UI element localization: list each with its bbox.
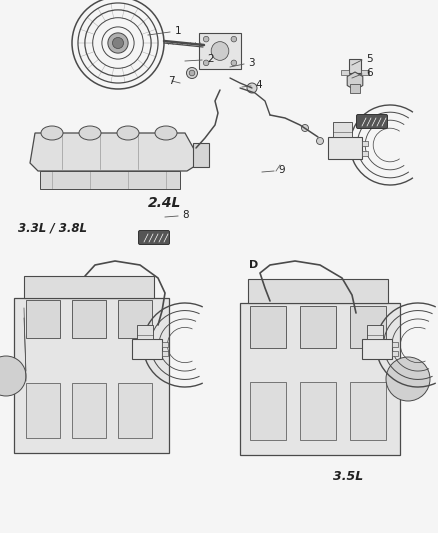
- Bar: [240, 303, 400, 455]
- Text: 3.3L / 3.8L: 3.3L / 3.8L: [18, 222, 87, 235]
- Polygon shape: [347, 72, 363, 90]
- Bar: [362, 150, 368, 156]
- Bar: [26, 383, 60, 438]
- Bar: [392, 342, 398, 347]
- Circle shape: [231, 36, 237, 42]
- Ellipse shape: [211, 42, 229, 60]
- Text: 2: 2: [207, 54, 214, 64]
- Bar: [14, 298, 169, 453]
- FancyBboxPatch shape: [138, 230, 170, 245]
- Ellipse shape: [155, 126, 177, 140]
- Bar: [328, 137, 362, 159]
- Circle shape: [317, 138, 324, 144]
- Text: 3: 3: [248, 58, 254, 68]
- Text: 2.4L: 2.4L: [148, 196, 181, 210]
- Text: 8: 8: [182, 210, 189, 220]
- Bar: [392, 351, 398, 356]
- Circle shape: [108, 33, 128, 53]
- Circle shape: [0, 356, 26, 396]
- Bar: [118, 383, 152, 438]
- Circle shape: [231, 60, 237, 66]
- Text: 3.5L: 3.5L: [333, 470, 363, 482]
- Circle shape: [301, 125, 308, 132]
- Bar: [132, 339, 162, 359]
- Text: D: D: [249, 260, 258, 270]
- Ellipse shape: [41, 126, 63, 140]
- Bar: [300, 306, 336, 348]
- Bar: [362, 141, 368, 146]
- Bar: [137, 325, 153, 339]
- Bar: [350, 306, 386, 348]
- Polygon shape: [30, 133, 195, 171]
- Bar: [361, 70, 369, 75]
- Ellipse shape: [117, 126, 139, 140]
- Bar: [350, 382, 386, 440]
- Circle shape: [386, 357, 430, 401]
- Bar: [250, 306, 286, 348]
- Circle shape: [247, 83, 257, 93]
- Text: 1: 1: [175, 26, 182, 36]
- Text: 9: 9: [278, 165, 285, 175]
- Circle shape: [187, 68, 198, 78]
- Bar: [24, 276, 154, 298]
- Text: 5: 5: [366, 54, 373, 64]
- Text: 7: 7: [168, 76, 175, 86]
- Bar: [26, 300, 60, 338]
- Bar: [72, 383, 106, 438]
- Bar: [362, 339, 392, 359]
- Bar: [193, 143, 209, 167]
- Ellipse shape: [79, 126, 101, 140]
- Bar: [333, 122, 352, 137]
- Bar: [350, 84, 360, 93]
- Bar: [162, 351, 168, 356]
- Circle shape: [189, 70, 195, 76]
- Text: 6: 6: [366, 68, 373, 78]
- Bar: [250, 382, 286, 440]
- Circle shape: [113, 37, 124, 49]
- Text: 4: 4: [255, 80, 261, 90]
- Bar: [349, 59, 361, 73]
- Bar: [118, 300, 152, 338]
- Bar: [40, 171, 180, 189]
- Bar: [162, 342, 168, 347]
- Bar: [300, 382, 336, 440]
- Bar: [72, 300, 106, 338]
- Bar: [199, 33, 241, 69]
- Bar: [248, 279, 388, 303]
- Bar: [341, 70, 349, 75]
- FancyBboxPatch shape: [357, 115, 388, 128]
- Circle shape: [203, 36, 209, 42]
- Circle shape: [203, 60, 209, 66]
- Bar: [367, 325, 383, 339]
